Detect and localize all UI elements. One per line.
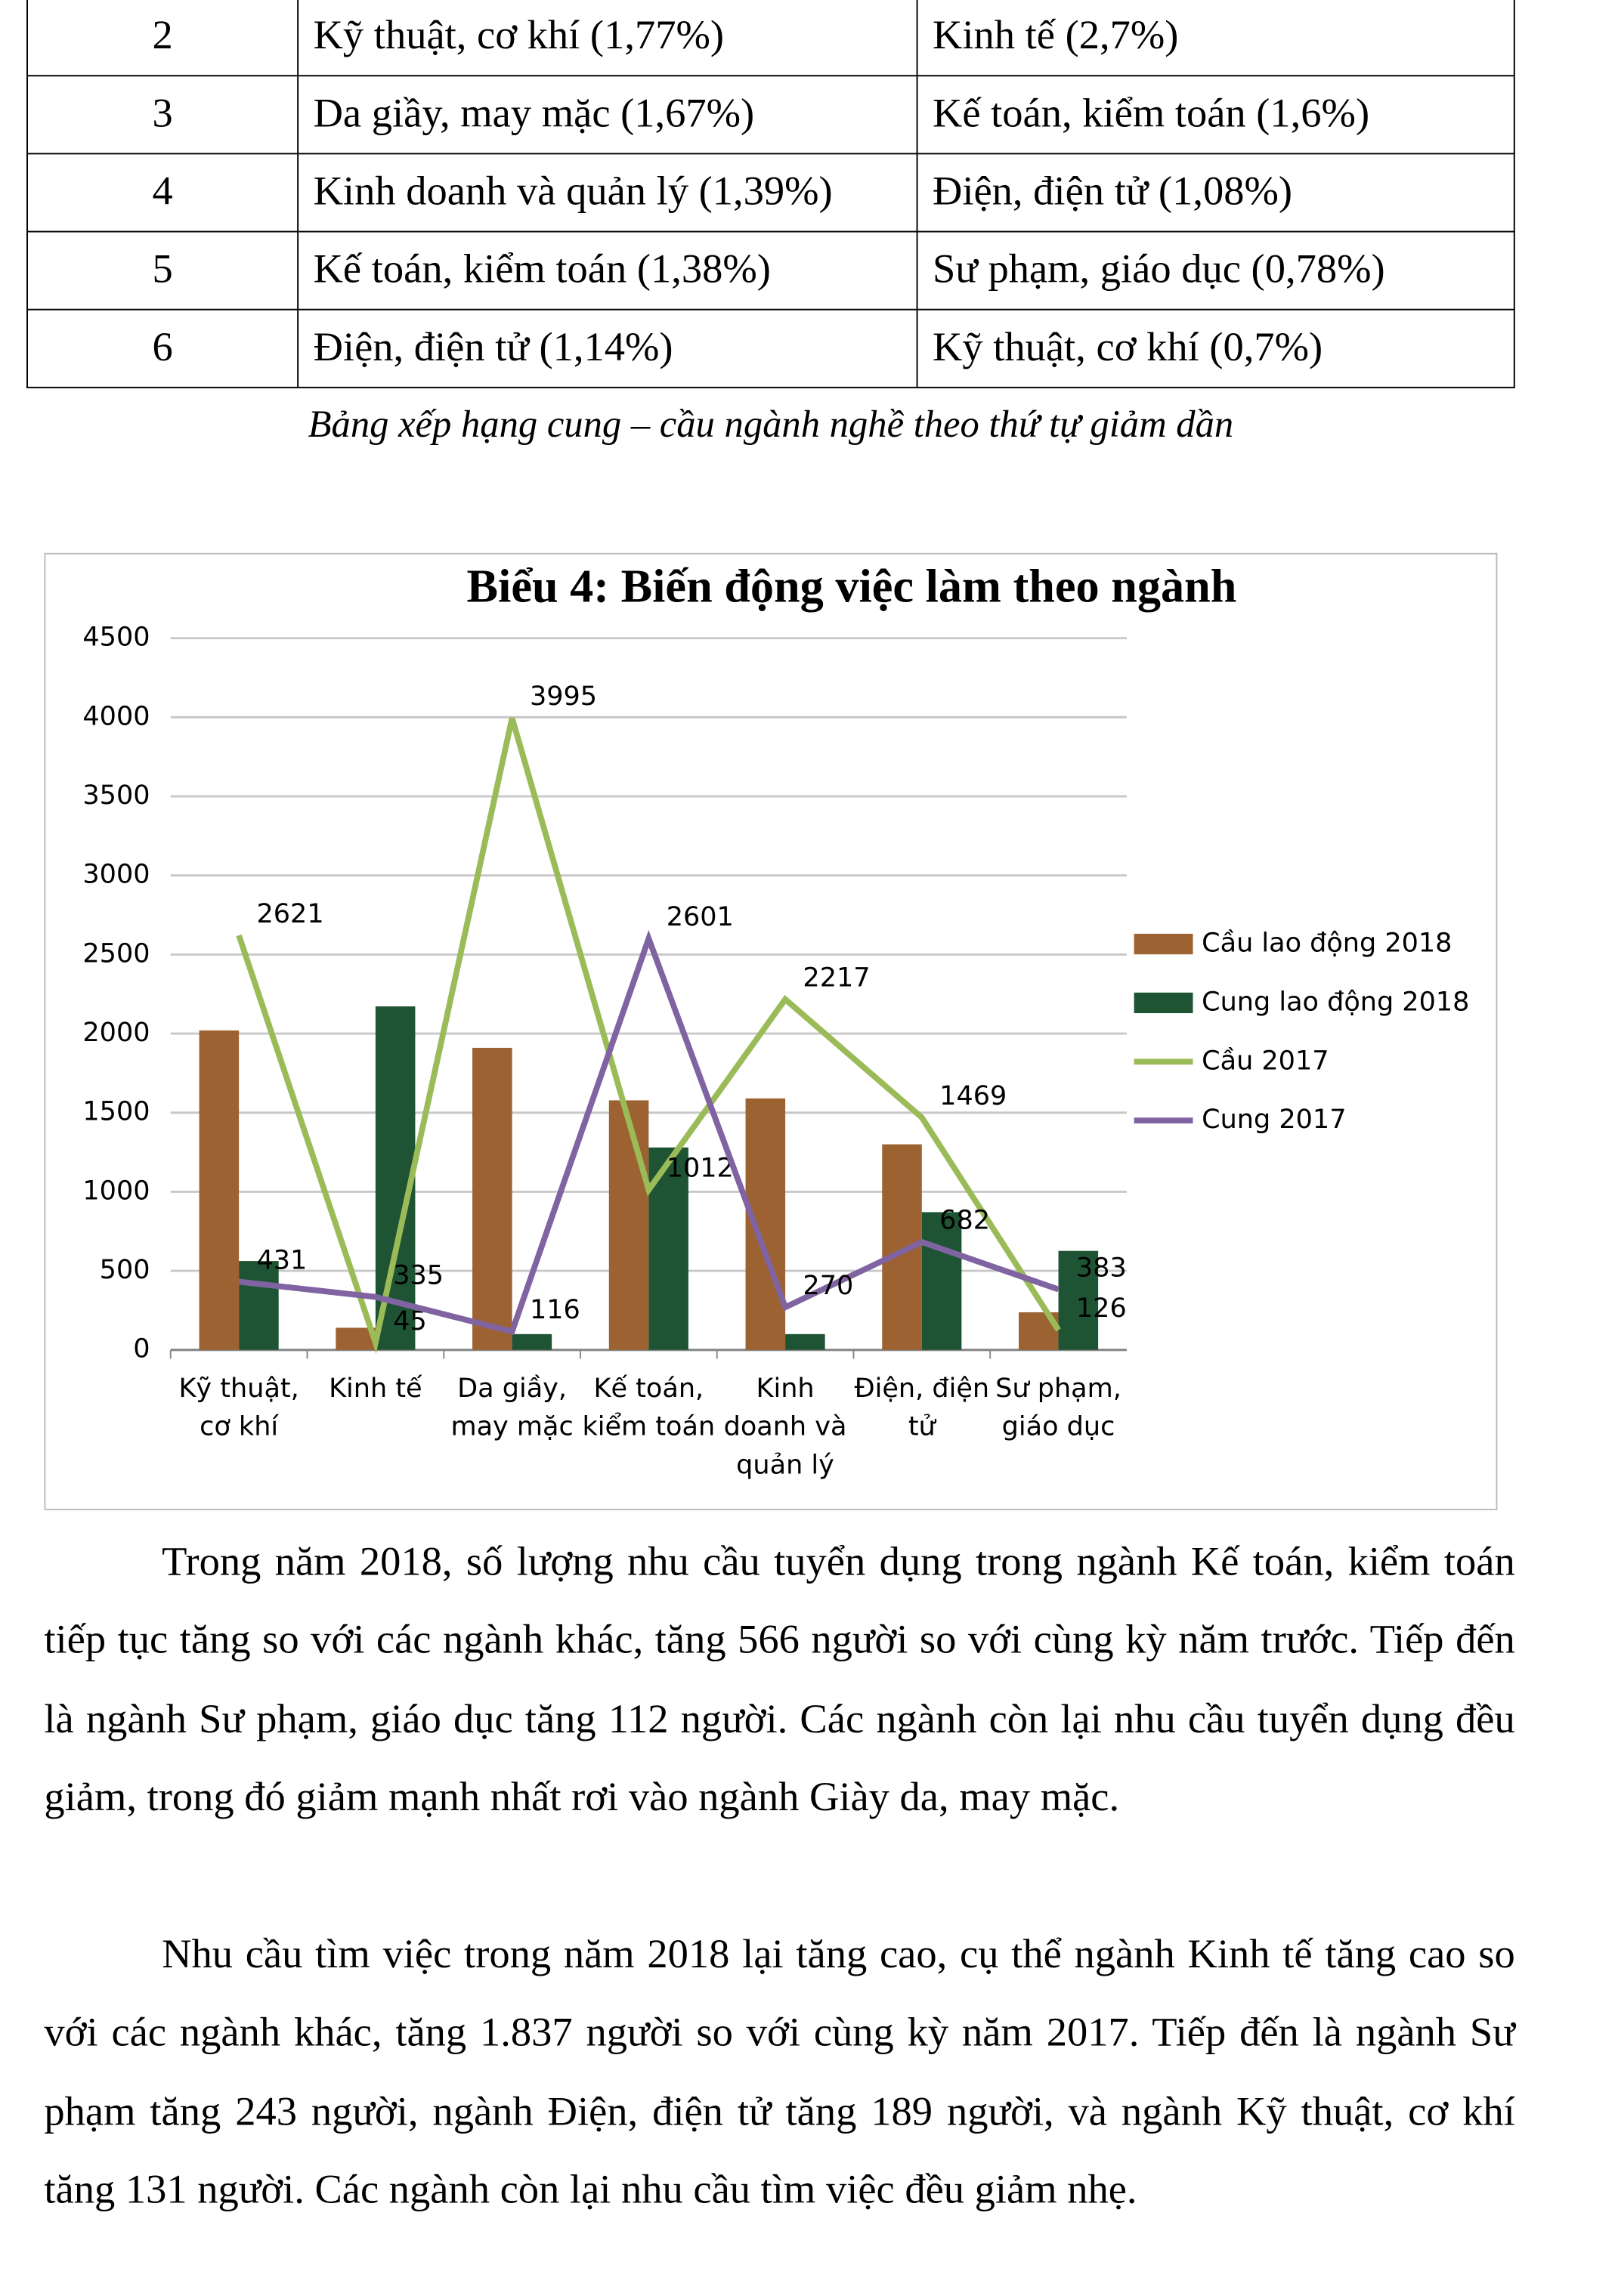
bar [239, 1261, 279, 1350]
table-cell: Kinh doanh và quản lý (1,39%) [297, 153, 918, 233]
paragraph: Nhu cầu tìm việc trong năm 2018 lại tăng… [44, 1932, 1515, 2214]
data-label: 431 [257, 1244, 308, 1275]
legend-swatch [1134, 992, 1193, 1014]
data-label: 1012 [667, 1153, 734, 1184]
table-cell: Kế toán, kiểm toán (1,38%) [297, 230, 918, 311]
bar [199, 1030, 240, 1350]
legend-label: Cầu lao động 2018 [1202, 928, 1452, 959]
table-row: 3 Da giầy, may mặc (1,67%) Kế toán, kiểm t… [26, 75, 1515, 155]
data-label: 2601 [667, 901, 734, 932]
data-label: 383 [1076, 1252, 1127, 1283]
ranking-table: 2 Kỹ thuật, cơ khí (1,77%) Kinh tế (2,7%) 3… [26, 0, 1515, 388]
data-label: 116 [530, 1294, 580, 1325]
legend-label: Cung lao động 2018 [1202, 986, 1469, 1017]
bar [472, 1047, 512, 1350]
legend-label: Cầu 2017 [1202, 1045, 1329, 1076]
bar [785, 1333, 825, 1350]
data-label: 682 [939, 1205, 990, 1236]
y-tick-label: 4500 [82, 622, 150, 653]
x-tick-label: Kinh doanh và quản lý [723, 1373, 847, 1481]
chart: Biểu 4: Biến động việc làm theo ngành 0 5… [82, 561, 1469, 1364]
legend-swatch [1134, 933, 1193, 955]
chart-title: Biểu 4: Biến động việc làm theo ngành [467, 561, 1237, 613]
table-cell: Điện, điện tử (1,08%) [916, 153, 1515, 233]
data-label: 1469 [939, 1080, 1007, 1111]
bar [1058, 1250, 1099, 1350]
bar [608, 1100, 649, 1350]
table-row: 2 Kỹ thuật, cơ khí (1,77%) Kinh tế (2,7%) [26, 0, 1515, 77]
y-tick-label: 3000 [82, 859, 150, 890]
y-tick-label: 1500 [82, 1096, 150, 1127]
table-cell: 5 [26, 230, 299, 311]
data-label: 2621 [257, 898, 324, 929]
table-caption: Bảng xếp hạng cung – cầu ngành nghề theo… [308, 403, 1234, 446]
x-tick-label: Kế toán, kiểm toán [582, 1373, 716, 1443]
bar [512, 1333, 552, 1350]
x-tick-label: Kinh tế [329, 1373, 422, 1404]
y-tick-label: 4000 [82, 700, 150, 731]
table-cell: Sư phạm, giáo dục (0,78%) [916, 230, 1515, 311]
x-tick-label: Da giầy, may mặc [450, 1373, 574, 1443]
data-label: 126 [1076, 1293, 1127, 1324]
y-tick-label: 3500 [82, 780, 150, 811]
table-row: 4 Kinh doanh và quản lý (1,39%) Điện, điện… [26, 153, 1515, 233]
table-cell: 3 [26, 75, 299, 155]
table-cell: 4 [26, 153, 299, 233]
y-tick-label: 500 [100, 1254, 150, 1285]
y-tick-label: 2500 [82, 938, 150, 969]
table-cell: Da giầy, may mặc (1,67%) [297, 75, 918, 155]
y-tick-label: 0 [133, 1333, 150, 1364]
x-tick-label: Kỹ thuật, cơ khí [178, 1373, 299, 1443]
data-label: 335 [393, 1259, 444, 1290]
chart-frame: Biểu 4: Biến động việc làm theo ngành 0 5… [44, 552, 1498, 1510]
bar [921, 1212, 962, 1350]
table-cell: 2 [26, 0, 299, 77]
table-row: 5 Kế toán, kiểm toán (1,38%) Sư phạm, giáo… [26, 230, 1515, 311]
line [236, 717, 1061, 1354]
table-cell: Kinh tế (2,7%) [916, 0, 1515, 77]
table-cell: Điện, điện tử (1,14%) [297, 308, 918, 388]
legend-label: Cung 2017 [1202, 1104, 1346, 1135]
y-tick-label: 1000 [82, 1175, 150, 1206]
line [238, 929, 1060, 1336]
y-tick-label: 2000 [82, 1017, 150, 1048]
table-cell: 6 [26, 308, 299, 388]
paragraph: Trong năm 2018, số lượng nhu cầu tuyển d… [44, 1539, 1515, 1821]
x-tick-label: Sư phạm, giáo dục [995, 1373, 1121, 1443]
data-label: 2217 [803, 962, 870, 993]
data-label: 3995 [530, 681, 597, 712]
table-cell: Kỹ thuật, cơ khí (1,77%) [297, 0, 918, 77]
x-tick-label: Điện, điện tử [854, 1373, 990, 1443]
data-label: 270 [803, 1270, 853, 1301]
table-row: 6 Điện, điện tử (1,14%) Kỹ thuật, cơ khí (… [26, 308, 1515, 388]
table-cell: Kế toán, kiểm toán (1,6%) [916, 75, 1515, 155]
table-cell: Kỹ thuật, cơ khí (0,7%) [916, 308, 1515, 388]
